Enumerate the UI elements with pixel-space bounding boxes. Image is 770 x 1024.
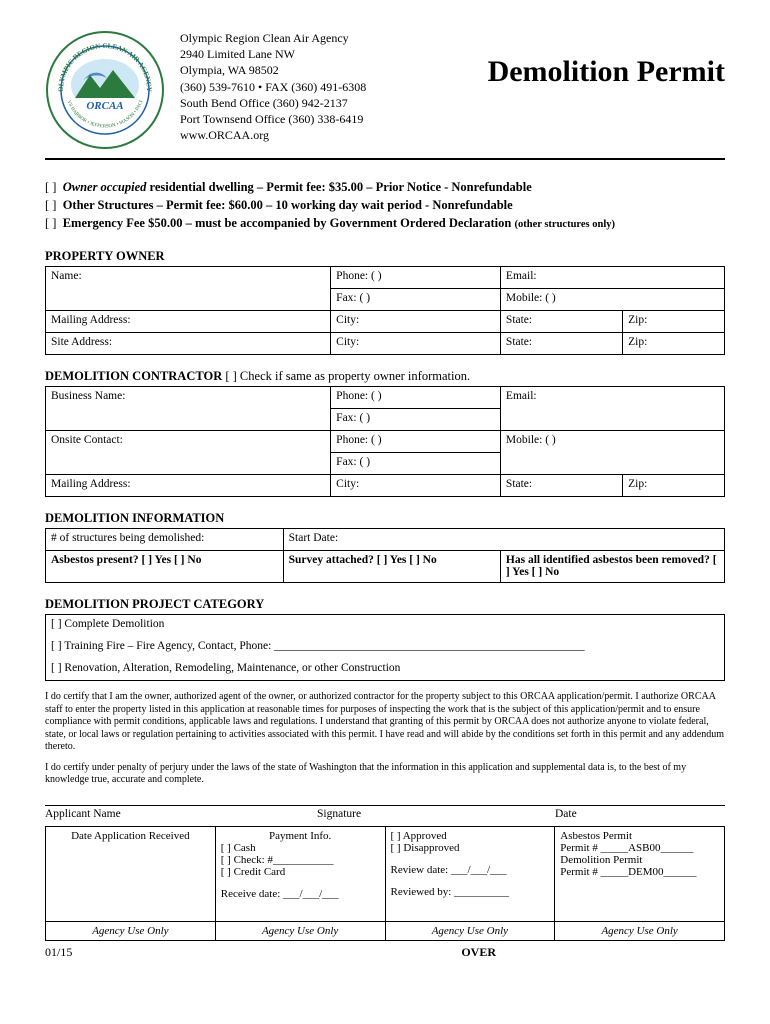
owner-name-field[interactable]: Name:	[46, 267, 331, 311]
demo-info-table: # of structures being demolished: Start …	[45, 528, 725, 583]
startdate-field[interactable]: Start Date:	[283, 529, 724, 551]
category-table: [ ] Complete Demolition [ ] Training Fir…	[45, 614, 725, 681]
address-line2: Olympia, WA 98502	[180, 62, 488, 78]
owner-site-city-field[interactable]: City:	[331, 333, 501, 355]
category-training[interactable]: [ ] Training Fire – Fire Agency, Contact…	[46, 637, 725, 659]
contractor-heading: DEMOLITION CONTRACTOR [ ] Check if same …	[45, 369, 725, 384]
payment-cash[interactable]: [ ] Cash	[221, 842, 380, 854]
payment-credit[interactable]: [ ] Credit Card	[221, 866, 380, 878]
disapproved-checkbox[interactable]: [ ] Disapproved	[391, 842, 550, 854]
phone-fax: (360) 539-7610 • FAX (360) 491-6308	[180, 79, 488, 95]
certification-text: I do certify that I am the owner, author…	[45, 691, 725, 787]
survey-attached-field[interactable]: Survey attached? [ ] Yes [ ] No	[283, 551, 500, 583]
owner-mailing-city-field[interactable]: City:	[331, 311, 501, 333]
contractor-city-field[interactable]: City:	[331, 475, 501, 497]
footer: 01/15 OVER	[45, 945, 725, 960]
contractor-table: Business Name: Phone: ( ) Email: Fax: ( …	[45, 386, 725, 497]
asbestos-permit-label: Asbestos Permit	[560, 830, 719, 842]
category-renovation[interactable]: [ ] Renovation, Alteration, Remodeling, …	[46, 659, 725, 681]
asbestos-removed-field[interactable]: Has all identified asbestos been removed…	[500, 551, 724, 583]
fee-emergency[interactable]: [ ] Emergency Fee $50.00 – must be accom…	[45, 216, 725, 231]
agency-address: Olympic Region Clean Air Agency 2940 Lim…	[180, 30, 488, 143]
property-owner-table: Name: Phone: ( ) Email: Fax: ( ) Mobile:…	[45, 266, 725, 355]
receive-date[interactable]: Receive date: ___/___/___	[221, 888, 380, 900]
owner-site-zip-field[interactable]: Zip:	[623, 333, 725, 355]
agency-use-4: Agency Use Only	[555, 921, 725, 940]
fee-other-structures[interactable]: [ ] Other Structures – Permit fee: $60.0…	[45, 198, 725, 213]
payment-head: Payment Info.	[221, 830, 380, 842]
owner-email-field[interactable]: Email:	[500, 267, 724, 289]
demo-permit-label: Demolition Permit	[560, 854, 719, 866]
owner-mailing-state-field[interactable]: State:	[500, 311, 622, 333]
contractor-onsite-phone-field[interactable]: Phone: ( )	[331, 431, 501, 453]
contractor-zip-field[interactable]: Zip:	[623, 475, 725, 497]
structures-field[interactable]: # of structures being demolished:	[46, 529, 284, 551]
address-line1: 2940 Limited Lane NW	[180, 46, 488, 62]
owner-fax-field[interactable]: Fax: ( )	[331, 289, 501, 311]
cert-para2: I do certify under penalty of perjury un…	[45, 762, 725, 787]
payment-check[interactable]: [ ] Check: #___________	[221, 854, 380, 866]
owner-mailing-field[interactable]: Mailing Address:	[46, 311, 331, 333]
contractor-onsite-fax-field[interactable]: Fax: ( )	[331, 453, 501, 475]
fee-owner-occupied[interactable]: [ ] Owner occupied residential dwelling …	[45, 180, 725, 195]
agency-use-2: Agency Use Only	[215, 921, 385, 940]
contractor-mobile-field[interactable]: Mobile: ( )	[500, 431, 724, 475]
header-divider	[45, 158, 725, 160]
contractor-business-field[interactable]: Business Name:	[46, 387, 331, 431]
date-label[interactable]: Date	[555, 808, 725, 820]
contractor-onsite-field[interactable]: Onsite Contact:	[46, 431, 331, 475]
owner-phone-field[interactable]: Phone: ( )	[331, 267, 501, 289]
signature-row: Applicant Name Signature Date	[45, 805, 725, 820]
svg-text:ORCAA: ORCAA	[86, 100, 123, 112]
category-heading: DEMOLITION PROJECT CATEGORY	[45, 597, 725, 612]
permit-dem[interactable]: Permit # _____DEM00______	[560, 866, 719, 878]
footer-date: 01/15	[45, 945, 72, 960]
owner-site-field[interactable]: Site Address:	[46, 333, 331, 355]
owner-site-state-field[interactable]: State:	[500, 333, 622, 355]
approved-checkbox[interactable]: [ ] Approved	[391, 830, 550, 842]
agency-name: Olympic Region Clean Air Agency	[180, 30, 488, 46]
review-date[interactable]: Review date: ___/___/___	[391, 864, 550, 876]
contractor-state-field[interactable]: State:	[500, 475, 622, 497]
southbend-office: South Bend Office (360) 942-2137	[180, 95, 488, 111]
porttownsend-office: Port Townsend Office (360) 338-6419	[180, 111, 488, 127]
applicant-name-label[interactable]: Applicant Name	[45, 808, 317, 820]
asbestos-present-field[interactable]: Asbestos present? [ ] Yes [ ] No	[46, 551, 284, 583]
cert-para1: I do certify that I am the owner, author…	[45, 691, 725, 754]
property-owner-heading: PROPERTY OWNER	[45, 249, 725, 264]
contractor-phone-field[interactable]: Phone: ( )	[331, 387, 501, 409]
contractor-fax-field[interactable]: Fax: ( )	[331, 409, 501, 431]
demo-info-heading: DEMOLITION INFORMATION	[45, 511, 725, 526]
footer-over: OVER	[461, 945, 496, 960]
agency-use-1: Agency Use Only	[46, 921, 216, 940]
fee-options: [ ] Owner occupied residential dwelling …	[45, 180, 725, 231]
contractor-same-checkbox[interactable]: [ ] Check if same as property owner info…	[222, 369, 470, 383]
document-title: Demolition Permit	[488, 55, 725, 89]
website: www.ORCAA.org	[180, 127, 488, 143]
contractor-mailing-field[interactable]: Mailing Address:	[46, 475, 331, 497]
header: OLYMPIC REGION CLEAN AIR AGENCY ORCAA CL…	[45, 30, 725, 150]
reviewed-by[interactable]: Reviewed by: __________	[391, 886, 550, 898]
contractor-email-field[interactable]: Email:	[500, 387, 724, 431]
permit-asb[interactable]: Permit # _____ASB00______	[560, 842, 719, 854]
owner-mobile-field[interactable]: Mobile: ( )	[500, 289, 724, 311]
agency-use-table: Date Application Received Payment Info. …	[45, 826, 725, 941]
orcaa-logo: OLYMPIC REGION CLEAN AIR AGENCY ORCAA CL…	[45, 30, 165, 150]
signature-label[interactable]: Signature	[317, 808, 555, 820]
date-received-label: Date Application Received	[51, 830, 210, 842]
category-complete[interactable]: [ ] Complete Demolition	[46, 615, 725, 637]
agency-use-3: Agency Use Only	[385, 921, 555, 940]
owner-mailing-zip-field[interactable]: Zip:	[623, 311, 725, 333]
